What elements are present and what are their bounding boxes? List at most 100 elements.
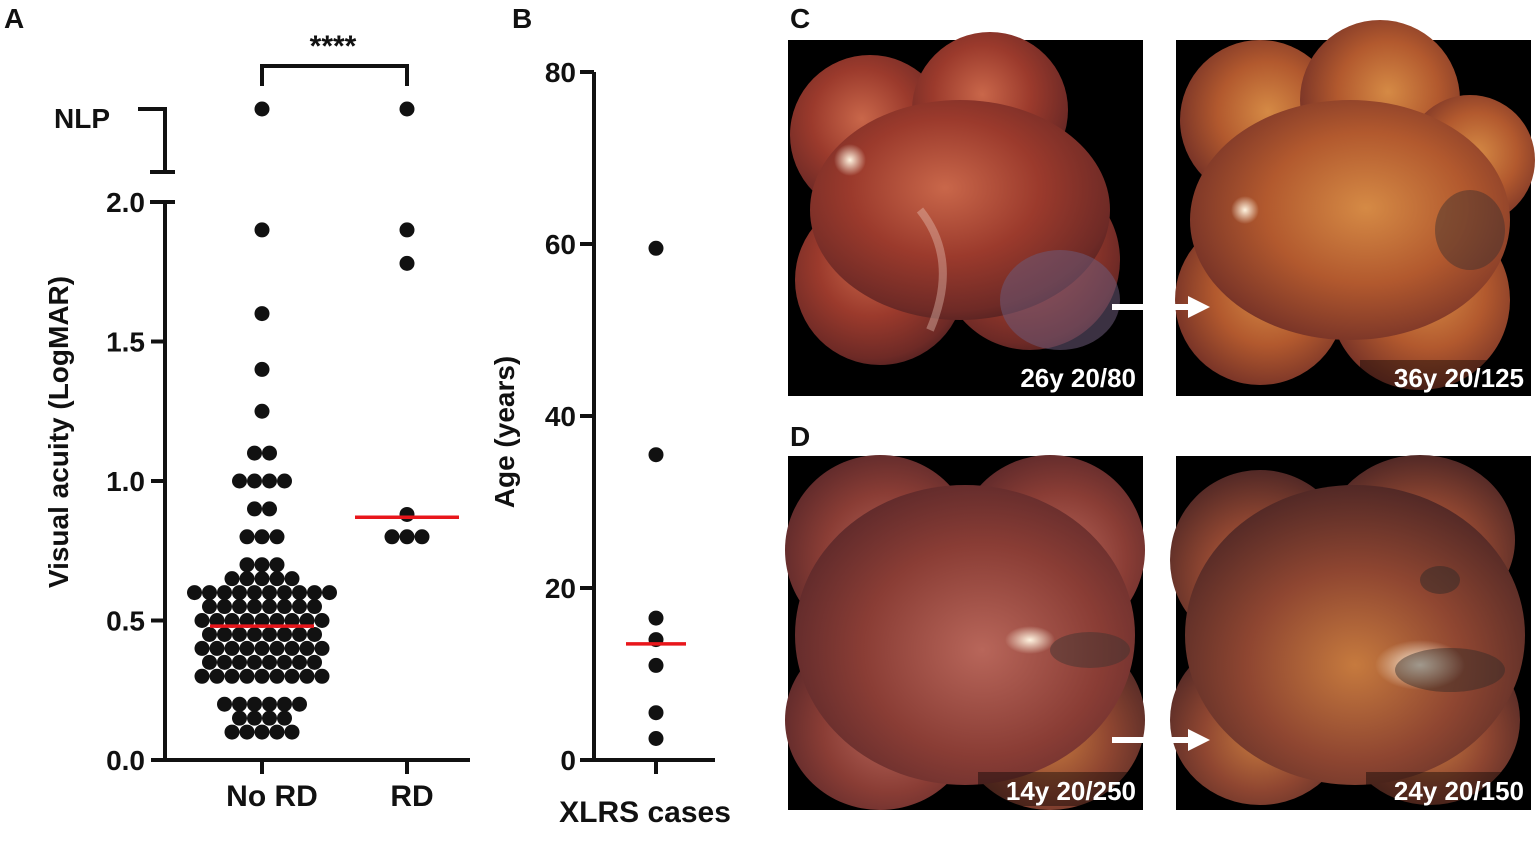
chart-a-data-point — [399, 529, 415, 545]
chart-a-data-point — [247, 599, 262, 615]
chart-b-y-tick-label: 20 — [545, 573, 576, 604]
chart-a-data-point — [209, 668, 225, 684]
chart-a-data-point — [269, 613, 285, 628]
chart-a-data-point — [284, 613, 300, 628]
chart-a-data-point — [209, 640, 225, 656]
chart-b-data-point — [648, 705, 664, 721]
chart-a-data-point — [299, 613, 315, 628]
chart-a-data-point — [307, 626, 322, 642]
fundus-caption-c-right: 36y 20/125 — [1394, 363, 1524, 393]
chart-a-data-point — [307, 654, 322, 670]
chart-a-data-point — [277, 473, 292, 489]
chart-a-data-point — [239, 557, 255, 573]
fundus-caption-bg-c-left — [990, 360, 1140, 394]
chart-a-data-point — [232, 696, 247, 712]
chart-a-data-point — [254, 571, 270, 587]
chart-b-data-point — [648, 447, 664, 463]
chart-a-data-point — [414, 529, 430, 545]
chart-a-data-point — [262, 696, 277, 712]
chart-a-data-point — [239, 529, 255, 545]
chart-a-data-point — [292, 626, 307, 642]
chart-a-y-tick-label: 1.0 — [106, 466, 145, 497]
chart-a-y-tick-label: 2.0 — [106, 187, 145, 218]
chart-b-data-point — [648, 240, 664, 256]
chart-a-data-point — [307, 599, 322, 615]
chart-a-data-point — [399, 506, 415, 522]
chart-a-data-point — [262, 501, 277, 517]
chart-a-data-point — [284, 571, 300, 587]
chart-a-data-point — [187, 585, 202, 601]
chart-a-data-point — [217, 599, 232, 615]
chart-a-data-point — [277, 626, 292, 642]
chart-a-data-point — [262, 626, 277, 642]
chart-b-y-axis-label: Age (years) — [489, 356, 520, 509]
chart-a-data-point — [277, 654, 292, 670]
chart-a-data-point — [224, 640, 240, 656]
chart-a-data-point — [224, 613, 240, 628]
chart-a-data-point — [262, 710, 277, 726]
chart-a-data-point — [224, 724, 240, 740]
chart-a-data-point — [239, 613, 255, 628]
chart-a-data-point — [247, 585, 262, 601]
chart-a-data-point — [232, 599, 247, 615]
chart-a-data-point — [284, 640, 300, 656]
chart-a-data-point — [299, 668, 315, 684]
chart-b-data-point — [648, 610, 664, 626]
chart-a-data-point — [247, 473, 262, 489]
chart-a-data-point — [254, 640, 270, 656]
chart-a-data-point — [262, 599, 277, 615]
fundus-panel-c: 26y 20/80 36y 20/125 — [788, 20, 1535, 396]
fundus-caption-bg-d-right — [1366, 772, 1528, 806]
chart-a-data-point — [239, 640, 255, 656]
chart-b-data-point — [648, 657, 664, 673]
chart-a-data-point — [292, 599, 307, 615]
chart-a-data-point — [292, 585, 307, 601]
chart-a-data-point — [247, 710, 262, 726]
chart-a-y-tick-label: 0.0 — [106, 745, 145, 776]
chart-a-y-axis-label: Visual acuity (LogMAR) — [43, 276, 74, 588]
chart-b-axes — [592, 72, 715, 762]
chart-a-data-point — [262, 654, 277, 670]
chart-a-data-point — [292, 696, 307, 712]
chart-a-data-point — [254, 222, 270, 238]
chart-a-data-point — [384, 529, 400, 545]
chart-a-nlp-label: NLP — [54, 103, 110, 134]
chart-a-data-point — [254, 724, 270, 740]
chart-a-data-point — [299, 640, 315, 656]
chart-a-data-point — [217, 585, 232, 601]
fundus-montage-d-left — [785, 455, 1145, 810]
chart-a-data-point — [224, 571, 240, 587]
chart-a-data-point — [277, 599, 292, 615]
chart-a-data-point — [314, 668, 330, 684]
chart-a-data-point — [194, 613, 210, 628]
panel-label-d: D — [790, 421, 810, 452]
chart-a-data-point — [277, 585, 292, 601]
chart-a-x-tick-label: No RD — [226, 780, 318, 813]
chart-a-data-point — [202, 585, 217, 601]
chart-a-data-point — [247, 696, 262, 712]
chart-a-data-point — [247, 626, 262, 642]
chart-a-data-point — [307, 585, 322, 601]
chart-a-data-point — [247, 445, 262, 461]
chart-b-x-tick-label: XLRS cases — [559, 796, 731, 829]
chart-b-y-tick-label: 80 — [545, 57, 576, 88]
chart-a-data-point — [262, 445, 277, 461]
fundus-panel-d: 14y 20/250 24y 20/150 — [785, 455, 1531, 810]
chart-a-data-point — [194, 640, 210, 656]
chart-a-data-point — [292, 654, 307, 670]
chart-a-data-point — [322, 585, 337, 601]
chart-a-data-point — [269, 557, 285, 573]
progression-arrow-c — [1112, 296, 1210, 318]
chart-a-data-point — [284, 668, 300, 684]
chart-a-data-point — [232, 626, 247, 642]
chart-a-data-point — [194, 668, 210, 684]
chart-a-data-point — [277, 710, 292, 726]
chart-a-data-point — [254, 613, 270, 628]
chart-a-data-point — [202, 626, 217, 642]
fundus-montage-d-right — [1170, 455, 1525, 805]
fundus-caption-c-left: 26y 20/80 — [1020, 363, 1136, 393]
chart-a-significance-label: **** — [310, 30, 357, 63]
chart-a-y-tick-label: 0.5 — [106, 606, 145, 637]
chart-a-data-point — [239, 668, 255, 684]
